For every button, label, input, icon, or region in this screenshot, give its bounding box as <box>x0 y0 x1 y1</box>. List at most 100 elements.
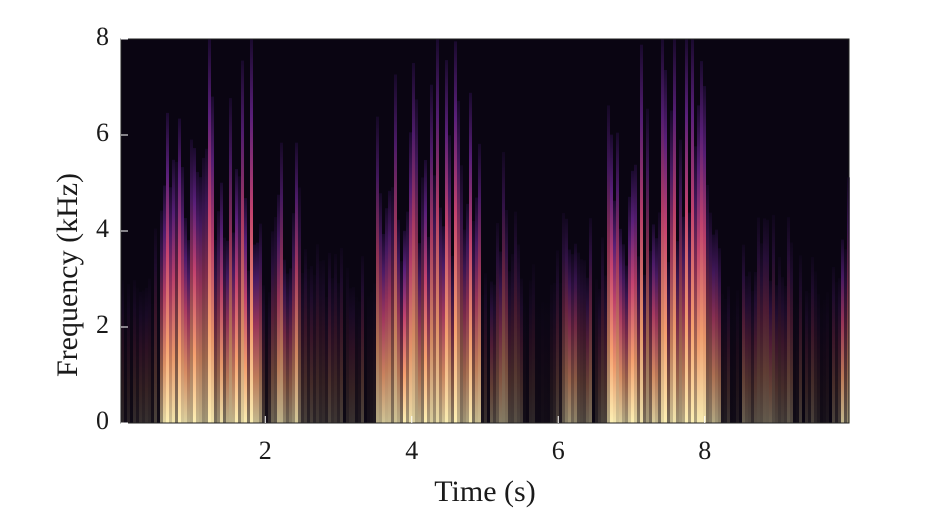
spectrogram-texture <box>688 212 691 423</box>
spectrogram-texture <box>727 286 730 423</box>
spectrogram-texture <box>601 237 604 423</box>
spectrogram-texture <box>559 283 562 423</box>
spectrogram-texture <box>367 296 370 423</box>
spectrogram-texture <box>718 248 721 423</box>
spectrogram-texture <box>277 194 280 423</box>
spectrogram-texture <box>826 291 829 423</box>
spectrogram-texture <box>427 236 430 423</box>
spectrogram-texture <box>844 249 847 423</box>
spectrogram-texture <box>337 283 340 423</box>
spectrogram-texture <box>166 112 169 423</box>
y-tick-label: 0 <box>96 406 109 435</box>
spectrogram-texture <box>586 277 589 423</box>
spectrogram-texture <box>163 185 166 423</box>
spectrogram-texture <box>478 143 481 423</box>
spectrogram-texture <box>511 253 514 423</box>
spectrogram-texture <box>124 304 127 423</box>
spectrogram-texture <box>721 293 724 423</box>
spectrogram-texture <box>577 252 580 423</box>
spectrogram-texture <box>547 303 550 423</box>
spectrogram-texture <box>352 287 355 423</box>
spectrogram-texture <box>382 233 385 423</box>
spectrogram-texture <box>283 259 286 423</box>
spectrogram-texture <box>364 306 367 423</box>
spectrogram-texture <box>424 159 427 423</box>
spectrogram-texture <box>121 279 124 423</box>
spectrogram-texture <box>832 267 835 423</box>
spectrogram-texture <box>271 231 274 423</box>
spectrogram-texture <box>298 187 301 423</box>
spectrogram-texture <box>448 135 451 424</box>
spectrogram-texture <box>232 232 235 423</box>
spectrogram-texture <box>646 108 649 423</box>
spectrogram-texture <box>712 234 715 423</box>
spectrogram-texture <box>781 277 784 423</box>
spectrogram-texture <box>199 177 202 423</box>
spectrogram-texture <box>835 282 838 423</box>
spectrogram-texture <box>214 239 217 423</box>
spectrogram-texture <box>535 304 538 423</box>
spectrogram-texture <box>268 292 271 423</box>
spectrogram-texture <box>148 278 151 423</box>
spectrogram-texture <box>613 200 616 423</box>
spectrogram-texture <box>241 60 244 424</box>
x-axis-label: Time (s) <box>434 475 535 508</box>
spectrogram-texture <box>523 303 526 423</box>
spectrogram-texture <box>520 278 523 423</box>
spectrogram-texture <box>496 223 499 423</box>
spectrogram-texture <box>619 228 622 423</box>
spectrogram-texture <box>652 224 655 423</box>
spectrogram-texture <box>484 273 487 423</box>
spectrogram-texture <box>760 243 763 423</box>
spectrogram-texture <box>724 298 727 423</box>
spectrogram-texture <box>175 161 178 423</box>
spectrogram-texture <box>403 230 406 423</box>
spectrogram-texture <box>556 250 559 423</box>
spectrogram-texture <box>553 282 556 423</box>
spectrogram-texture <box>628 196 631 423</box>
spectrogram-texture <box>445 60 448 423</box>
spectrogram-texture <box>739 303 742 423</box>
spectrogram-texture <box>454 41 457 424</box>
spectrogram-texture <box>829 308 832 423</box>
spectrogram-texture <box>412 62 415 424</box>
spectrogram-texture <box>358 301 361 423</box>
spectrogram-texture <box>397 219 400 423</box>
spectrogram-texture <box>421 177 424 423</box>
spectrogram-texture <box>394 74 397 423</box>
spectrogram-texture <box>457 100 460 423</box>
spectrogram-texture <box>316 244 319 423</box>
spectrogram-texture <box>460 165 463 423</box>
spectrogram-texture <box>346 267 349 423</box>
spectrogram-texture <box>361 256 364 423</box>
spectrogram-texture <box>292 213 295 423</box>
spectrogram-texture <box>694 146 697 424</box>
spectrogram-texture <box>319 261 322 423</box>
spectrogram-texture <box>703 86 706 424</box>
spectrogram-texture <box>748 271 751 423</box>
spectrogram-texture <box>400 261 403 423</box>
spectrogram-texture <box>667 262 670 423</box>
spectrogram-texture <box>220 182 223 423</box>
spectrogram-texture <box>211 96 214 424</box>
spectrogram-texture <box>331 278 334 423</box>
spectrogram-texture <box>472 220 475 423</box>
spectrogram-texture <box>481 295 484 423</box>
spectrogram-texture <box>649 250 652 423</box>
spectrogram-texture <box>196 171 199 423</box>
spectrogram-texture <box>532 264 535 423</box>
spectrogram-texture <box>502 152 505 423</box>
spectrogram-texture <box>820 304 823 423</box>
spectrogram-texture <box>814 271 817 423</box>
spectrogram-texture <box>475 197 478 423</box>
spectrogram-texture <box>517 244 520 423</box>
spectrogram-texture <box>550 284 553 423</box>
spectrogram-texture <box>709 212 712 423</box>
spectrogram-texture <box>622 244 625 423</box>
spectrogram-texture <box>634 164 637 423</box>
spectrogram-texture <box>625 265 628 423</box>
spectrogram-texture <box>286 273 289 423</box>
spectrogram-texture <box>373 283 376 423</box>
spectrogram-texture <box>235 169 238 423</box>
spectrogram-texture <box>583 260 586 423</box>
